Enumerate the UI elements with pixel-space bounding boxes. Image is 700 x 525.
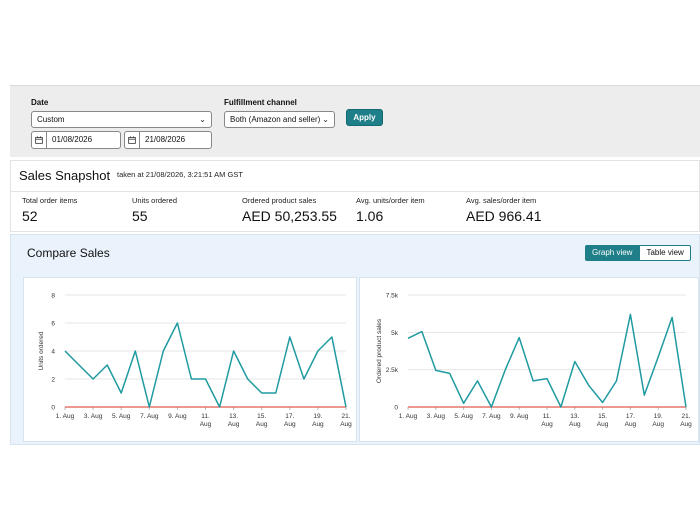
x-tick-label: Aug [340, 421, 352, 428]
x-tick-label: Aug [569, 421, 581, 428]
x-tick-label: Aug [200, 421, 212, 428]
metric-ordered-product-sales: Ordered product sales AED 50,253.55 [242, 196, 337, 224]
metric-total-order-items: Total order items 52 [22, 196, 77, 224]
x-tick-label: Aug [625, 421, 637, 428]
ordered-product-sales-chart: 0 2.5k 5k 7.5k Ordered product sales 1. Aug 3.… [376, 293, 692, 429]
ordered-product-sales-chart-panel: 0 2.5k 5k 7.5k Ordered product sales 1. Aug 3.… [359, 277, 699, 442]
view-toggle: Graph view Table view [585, 245, 691, 261]
x-tick-label: Aug [597, 421, 609, 428]
fulfillment-channel-select[interactable]: Both (Amazon and seller) ⌄ [224, 111, 335, 128]
date-label: Date [31, 98, 49, 107]
y-tick-label: 2.5k [386, 367, 399, 374]
x-tick-label: 9. Aug [510, 413, 529, 420]
x-tick-label: 15. [598, 413, 607, 420]
metric-value: 1.06 [356, 208, 384, 224]
units-ordered-chart-panel: 0 2 4 6 8 Units ordered 1. Aug 3. Aug 5. Aug 7. A… [23, 277, 357, 442]
metric-label: Avg. units/order item [356, 196, 425, 205]
compare-sales-panel: Compare Sales Graph view Table view 0 2 4 6… [10, 234, 700, 445]
divider [11, 191, 699, 192]
metric-value: AED 50,253.55 [242, 208, 337, 224]
calendar-icon [125, 132, 140, 148]
metric-label: Units ordered [132, 196, 178, 205]
fulfillment-channel-value: Both (Amazon and seller) [230, 115, 321, 124]
metric-label: Total order items [22, 196, 78, 205]
metric-label: Ordered product sales [242, 196, 317, 205]
x-tick-label: 5. Aug [454, 413, 473, 420]
table-view-button[interactable]: Table view [639, 245, 691, 261]
x-tick-label: 19. [654, 413, 663, 420]
x-tick-label: 3. Aug [84, 413, 103, 420]
y-tick-label: 8 [51, 293, 55, 300]
snapshot-timestamp: taken at 21/08/2026, 3:21:51 AM GST [117, 170, 243, 179]
end-date-value: 21/08/2026 [145, 135, 186, 144]
y-tick-label: 7.5k [386, 293, 399, 300]
y-axis-label: Units ordered [38, 331, 45, 370]
metric-value: 52 [22, 208, 38, 224]
x-tick-label: 21. [681, 413, 690, 420]
x-tick-label: Aug [284, 421, 296, 428]
x-tick-label: 17. [285, 413, 294, 420]
x-tick-label: Aug [228, 421, 240, 428]
start-date-input[interactable]: 01/08/2026 [31, 131, 121, 149]
x-tick-label: Aug [541, 421, 553, 428]
x-tick-label: 15. [257, 413, 266, 420]
graph-view-button[interactable]: Graph view [585, 245, 640, 261]
filter-bar: Date Custom ⌄ 01/08/2026 21/08/2026 Fulf… [10, 85, 700, 157]
x-tick-label: Aug [680, 421, 692, 428]
y-tick-label: 0 [394, 405, 398, 412]
fulfillment-channel-label: Fulfillment channel [224, 98, 297, 107]
x-tick-label: 19. [313, 413, 322, 420]
calendar-icon [32, 132, 47, 148]
date-range-value: Custom [37, 115, 65, 124]
units-ordered-chart: 0 2 4 6 8 Units ordered 1. Aug 3. Aug 5. Aug 7. A… [38, 293, 352, 429]
x-tick-label: 7. Aug [482, 413, 501, 420]
x-tick-label: 1. Aug [399, 413, 418, 420]
x-tick-label: 11. [201, 413, 210, 420]
metric-label: Avg. sales/order item [466, 196, 537, 205]
end-date-input[interactable]: 21/08/2026 [124, 131, 212, 149]
metric-avg-sales-per-order-item: Avg. sales/order item AED 966.41 [466, 196, 542, 224]
chevron-down-icon: ⌄ [322, 115, 329, 124]
snapshot-title: Sales Snapshot [19, 168, 111, 183]
x-tick-label: 13. [229, 413, 238, 420]
x-tick-label: 17. [626, 413, 635, 420]
y-tick-label: 6 [51, 321, 55, 328]
x-tick-label: 21. [341, 413, 350, 420]
apply-button[interactable]: Apply [346, 109, 383, 126]
date-range-select[interactable]: Custom ⌄ [31, 111, 212, 128]
compare-sales-title: Compare Sales [27, 246, 110, 260]
metric-units-ordered: Units ordered 55 [132, 196, 177, 224]
y-tick-label: 4 [51, 349, 55, 356]
series-line [407, 313, 687, 408]
x-tick-label: 13. [570, 413, 579, 420]
x-tick-label: 7. Aug [140, 413, 159, 420]
y-axis-label: Ordered product sales [376, 318, 383, 383]
x-tick-label: Aug [652, 421, 664, 428]
x-tick-label: 11. [543, 413, 552, 420]
x-tick-label: 5. Aug [112, 413, 131, 420]
start-date-value: 01/08/2026 [52, 135, 93, 144]
x-tick-label: 3. Aug [427, 413, 446, 420]
metric-value: AED 966.41 [466, 208, 542, 224]
chevron-down-icon: ⌄ [199, 115, 206, 124]
x-tick-label: Aug [312, 421, 324, 428]
x-tick-label: 9. Aug [168, 413, 187, 420]
y-tick-label: 0 [51, 405, 55, 412]
metric-value: 55 [132, 208, 148, 224]
series-line [64, 322, 347, 408]
metric-avg-units-per-order-item: Avg. units/order item 1.06 [356, 196, 425, 224]
x-tick-label: 1. Aug [56, 413, 75, 420]
y-tick-label: 2 [51, 377, 55, 384]
sales-snapshot: Sales Snapshot taken at 21/08/2026, 3:21… [10, 160, 700, 232]
x-tick-label: Aug [256, 421, 268, 428]
y-tick-label: 5k [391, 330, 399, 337]
